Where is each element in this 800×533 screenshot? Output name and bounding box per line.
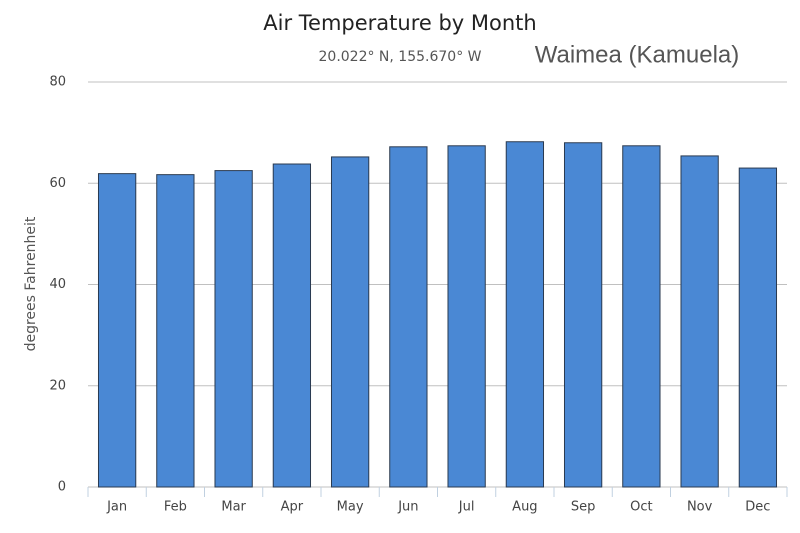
y-tick-label: 20	[49, 378, 66, 393]
bar	[214, 170, 253, 488]
x-tick-label: Sep	[571, 500, 596, 515]
x-tick-label: Feb	[164, 500, 187, 515]
bar	[738, 167, 778, 488]
bar	[563, 142, 603, 488]
y-axis-label: degrees Fahrenheit	[23, 216, 39, 351]
bar	[505, 141, 545, 488]
bar	[622, 145, 661, 488]
bar	[389, 146, 428, 488]
x-tick-label: Jul	[458, 500, 475, 515]
bar	[156, 174, 195, 488]
annotation: Waimea (Kamuela)	[535, 41, 740, 68]
x-tick-label: Oct	[630, 500, 652, 515]
bar	[680, 155, 719, 488]
x-tick-label: Jan	[106, 500, 127, 515]
bar	[97, 173, 137, 488]
y-tick-label: 40	[49, 277, 66, 292]
chart-subtitle: 20.022° N, 155.670° W	[319, 49, 482, 65]
x-tick-label: Nov	[687, 500, 713, 515]
y-tick-label: 60	[49, 176, 66, 191]
x-tick-label: Aug	[512, 500, 537, 515]
x-tick-label: Apr	[281, 500, 304, 515]
y-tick-label: 0	[58, 480, 66, 495]
x-tick-label: Dec	[745, 500, 770, 515]
y-tick-label: 80	[49, 75, 66, 90]
x-tick-label: May	[337, 500, 364, 515]
x-tick-label: Jun	[397, 500, 418, 515]
bar	[330, 156, 370, 488]
chart-title: Air Temperature by Month	[263, 11, 536, 35]
x-tick-label: Mar	[221, 500, 246, 515]
bar	[447, 145, 486, 488]
bar	[272, 163, 312, 488]
